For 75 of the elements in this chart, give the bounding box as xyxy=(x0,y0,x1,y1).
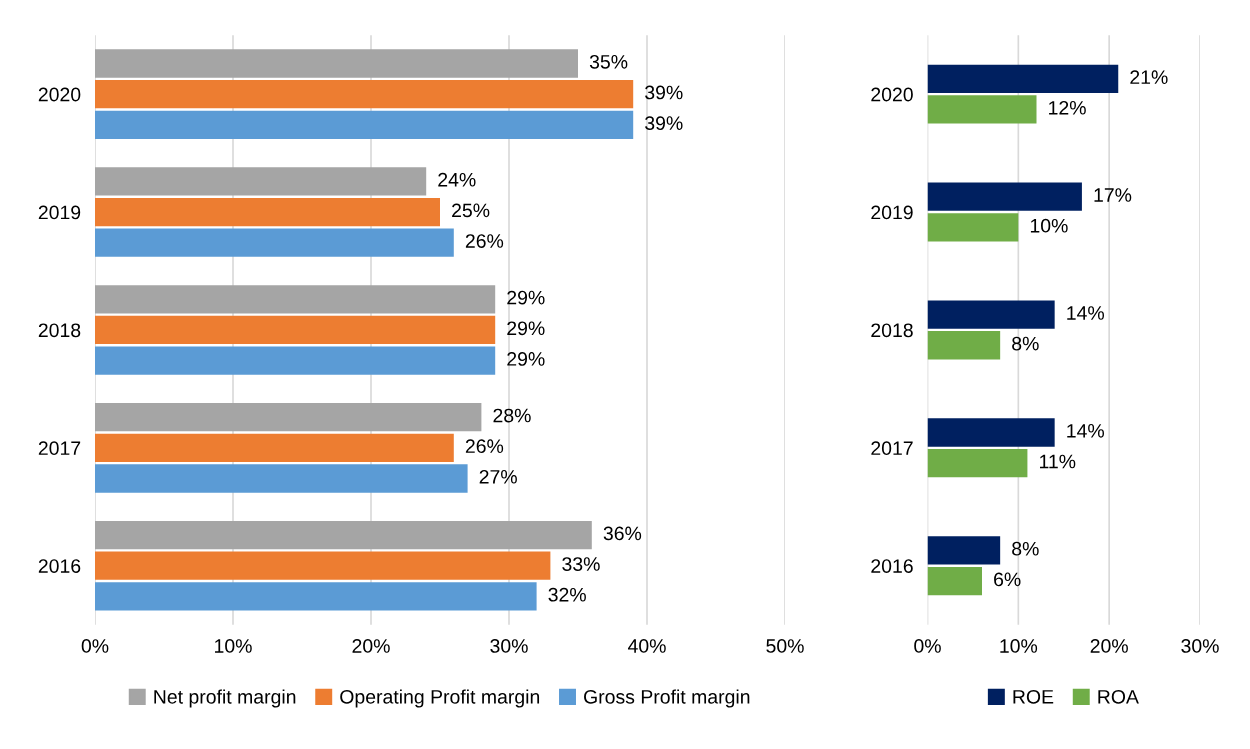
bar xyxy=(95,433,454,462)
x-tick-label: 0% xyxy=(81,639,109,653)
legend-label: ROE xyxy=(1013,689,1054,704)
x-tick-label: 10% xyxy=(215,639,252,653)
bar xyxy=(927,95,1037,124)
bar xyxy=(95,551,551,580)
legend-label: Operating Profit margin xyxy=(340,689,540,708)
data-label: 8% xyxy=(1012,336,1039,351)
data-label: 6% xyxy=(994,572,1021,587)
bar xyxy=(95,520,592,550)
data-label: 32% xyxy=(548,587,586,602)
bar xyxy=(95,167,427,196)
legend-label: Gross Profit margin xyxy=(584,689,750,708)
bar xyxy=(95,464,468,493)
bar xyxy=(927,449,1028,478)
x-tick-label: 10% xyxy=(1000,639,1038,653)
data-label: 36% xyxy=(603,526,642,541)
bar xyxy=(95,346,496,375)
data-label: 11% xyxy=(1040,454,1076,469)
y-tick-label: 2017 xyxy=(871,441,913,456)
x-tick-label: 40% xyxy=(627,639,666,653)
data-label: 25% xyxy=(452,203,490,218)
bar xyxy=(95,49,578,78)
data-label: 39% xyxy=(645,85,683,100)
data-label: 17% xyxy=(1094,188,1132,202)
x-tick-label: 50% xyxy=(766,639,804,653)
bar xyxy=(927,213,1019,242)
x-tick-label: 0% xyxy=(914,639,941,653)
x-tick-label: 30% xyxy=(1181,639,1219,653)
data-label: 29% xyxy=(507,290,545,305)
bar xyxy=(95,582,537,611)
data-label: 12% xyxy=(1049,100,1086,115)
bar xyxy=(95,110,634,139)
legend-label: ROA xyxy=(1098,689,1139,704)
data-label: 24% xyxy=(438,172,476,187)
data-label: 27% xyxy=(479,469,517,484)
y-tick-label: 2017 xyxy=(38,441,81,456)
bar xyxy=(927,182,1082,211)
bar xyxy=(927,64,1119,93)
bar xyxy=(927,300,1055,329)
data-label: 14% xyxy=(1067,306,1104,320)
bar xyxy=(95,197,440,227)
data-label: 33% xyxy=(562,557,600,571)
x-tick-label: 20% xyxy=(1090,639,1128,653)
data-label: 29% xyxy=(507,321,545,336)
data-label: 10% xyxy=(1030,218,1068,233)
y-tick-label: 2020 xyxy=(871,87,913,102)
y-tick-label: 2016 xyxy=(38,559,81,573)
bar xyxy=(95,403,482,432)
data-label: 8% xyxy=(1012,541,1039,556)
data-label: 39% xyxy=(645,116,683,131)
data-label: 14% xyxy=(1067,424,1104,438)
bar xyxy=(95,315,496,345)
data-label: 26% xyxy=(465,439,504,454)
data-label: 35% xyxy=(589,54,628,69)
y-tick-label: 2018 xyxy=(38,323,81,338)
bar xyxy=(927,536,1001,565)
bar xyxy=(927,331,1001,360)
y-tick-label: 2018 xyxy=(871,323,913,338)
bar xyxy=(95,285,496,314)
legend-label: Net profit margin xyxy=(154,689,296,708)
bar xyxy=(95,80,634,109)
bar xyxy=(95,228,454,257)
y-tick-label: 2019 xyxy=(38,205,81,220)
y-tick-label: 2020 xyxy=(38,87,81,102)
x-tick-label: 20% xyxy=(352,639,390,653)
data-label: 28% xyxy=(493,408,531,423)
bar xyxy=(927,566,982,596)
x-tick-label: 30% xyxy=(490,639,528,653)
data-label: 21% xyxy=(1130,70,1168,84)
data-label: 26% xyxy=(465,234,504,248)
y-tick-label: 2019 xyxy=(871,205,913,220)
bar xyxy=(927,418,1055,447)
y-tick-label: 2016 xyxy=(871,559,913,573)
data-label: 29% xyxy=(507,352,545,366)
